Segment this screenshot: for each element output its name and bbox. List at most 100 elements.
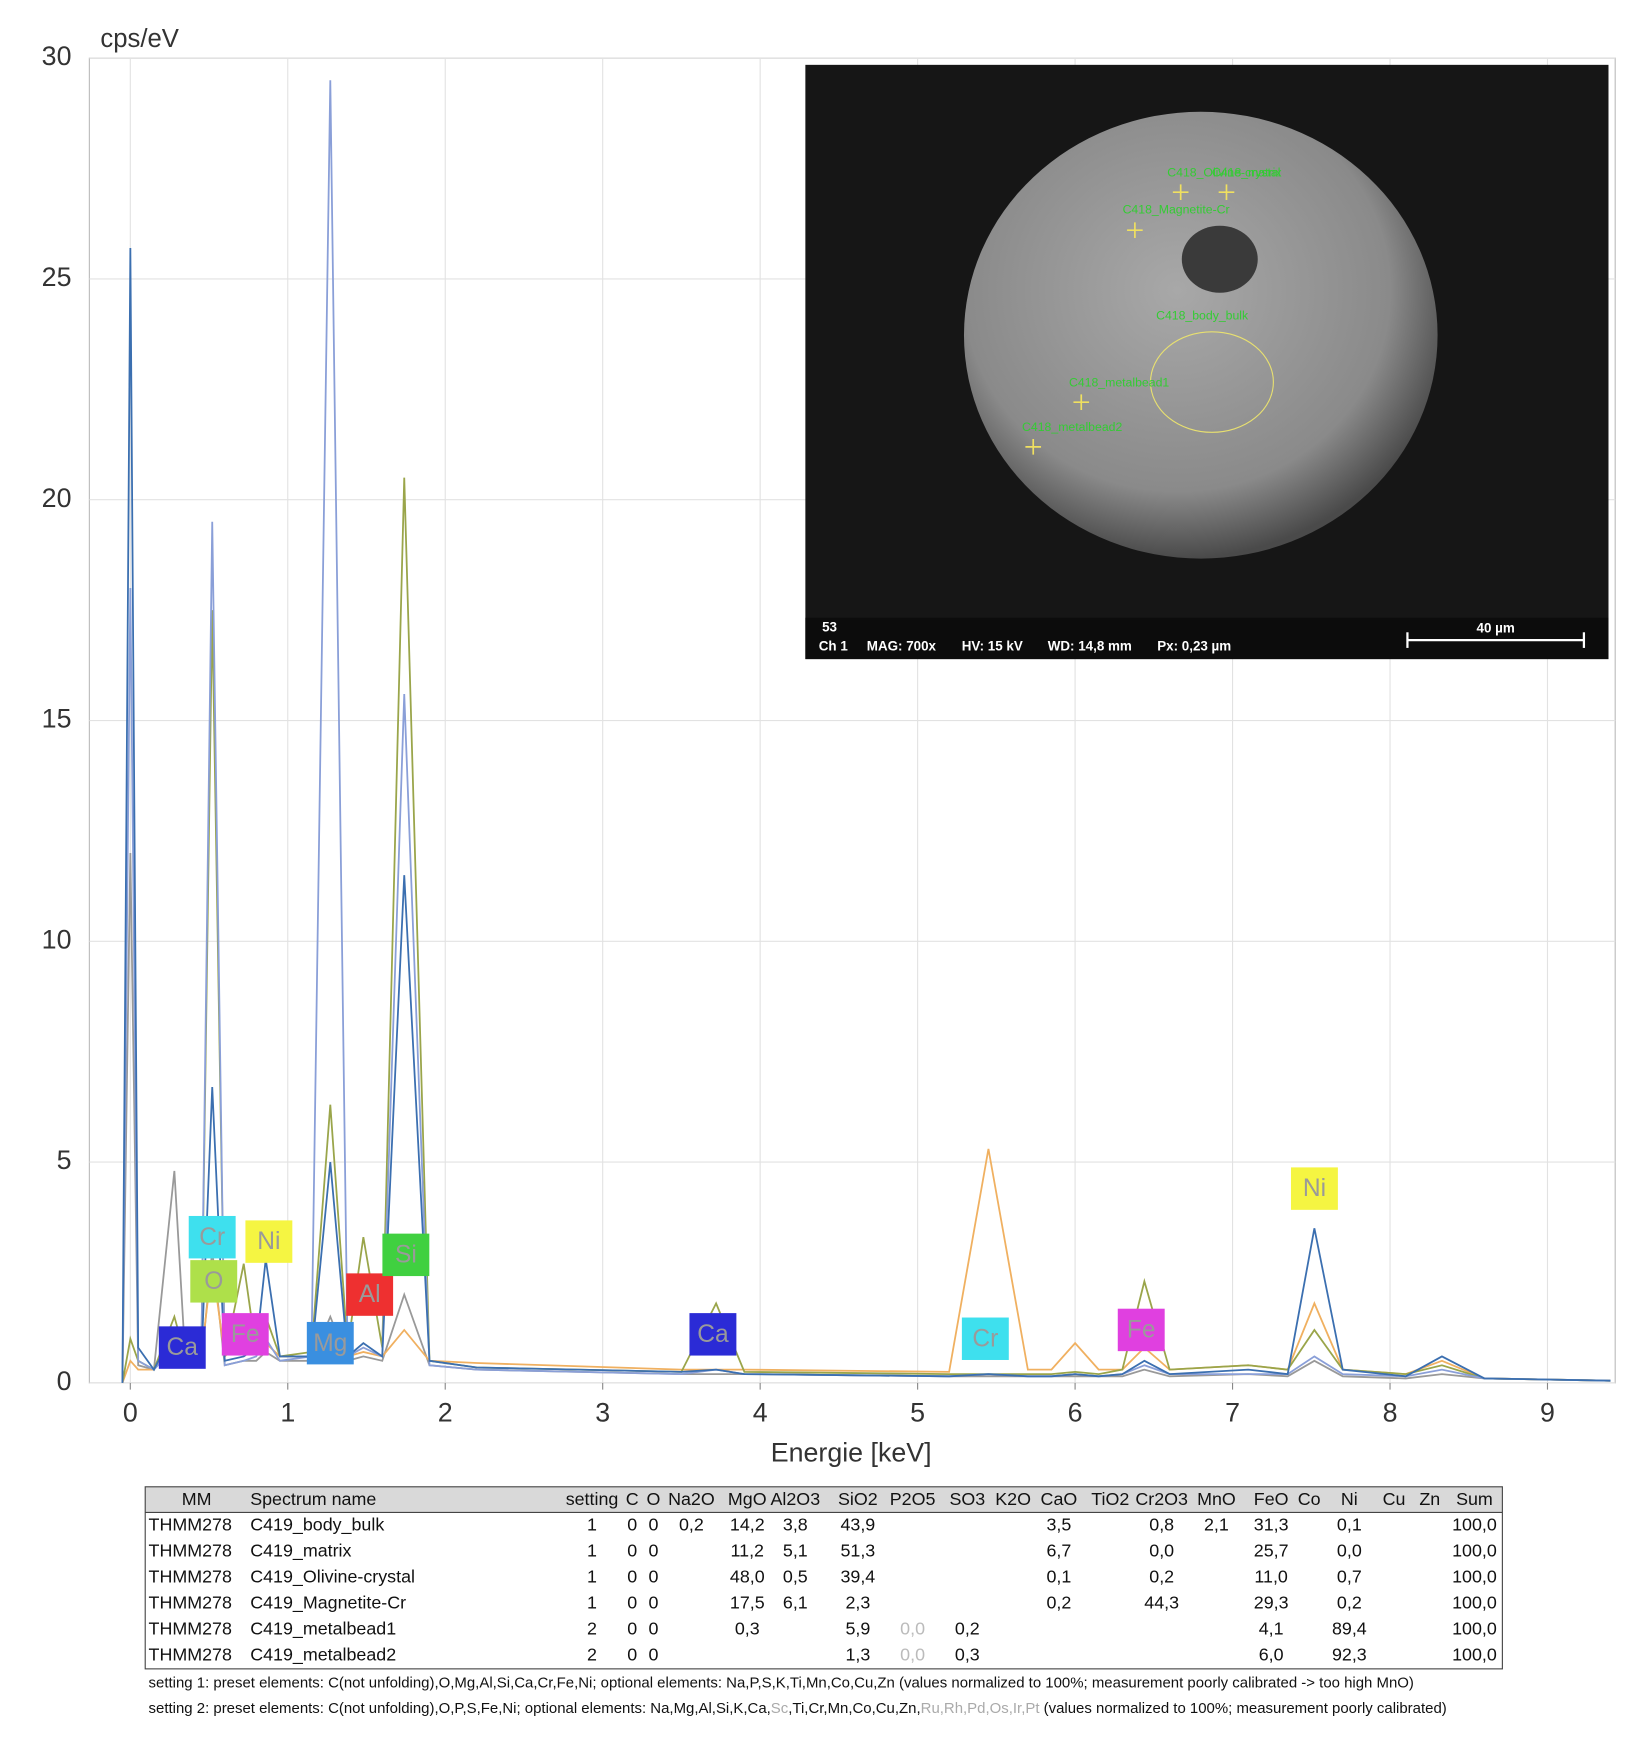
image-info: Ch 1 <box>819 638 849 653</box>
table-cell: 0 <box>648 1593 658 1613</box>
table-cell: 0 <box>648 1645 658 1665</box>
table-header-bg <box>145 1486 1503 1513</box>
table-cell: 0 <box>648 1515 658 1535</box>
table-cell: 2,1 <box>1204 1515 1229 1535</box>
table-cell: 0,7 <box>1337 1567 1362 1587</box>
table-header: Cu <box>1383 1489 1406 1509</box>
table-header: Cr2O3 <box>1135 1489 1188 1509</box>
table-header: SiO2 <box>838 1489 878 1509</box>
element-label-box <box>221 1313 269 1356</box>
x-tick-label: 8 <box>1383 1397 1398 1427</box>
spectrum-site-label: C418_Olivine-crystal <box>1167 165 1280 179</box>
table-header: MM <box>182 1489 212 1509</box>
table-cell: THMM278 <box>149 1619 232 1639</box>
table-cell: 48,0 <box>730 1567 765 1587</box>
image-info: Px: 0,23 µm <box>1157 638 1231 653</box>
table-cell: 0 <box>648 1619 658 1639</box>
table-cell: THMM278 <box>149 1541 232 1561</box>
table-cell: 1 <box>587 1515 597 1535</box>
table-cell: 92,3 <box>1332 1645 1367 1665</box>
element-label-box <box>188 1215 236 1259</box>
table-cell: 0,5 <box>783 1567 808 1587</box>
image-info: HV: 15 kV <box>962 638 1023 653</box>
table-cell: 2 <box>587 1619 597 1639</box>
table-header: Al2O3 <box>770 1489 820 1509</box>
table-cell: 0,3 <box>955 1645 980 1665</box>
table-cell: 2 <box>587 1645 597 1665</box>
table-cell: 1 <box>587 1567 597 1587</box>
table-cell: 0,2 <box>1149 1567 1174 1587</box>
footnote-part: Sc <box>771 1700 789 1717</box>
spectrum-line <box>121 80 1611 1383</box>
table-cell: 0 <box>648 1567 658 1587</box>
table-cell: 0,1 <box>1047 1567 1072 1587</box>
table-cell: 3,8 <box>783 1515 808 1535</box>
table-cell: 29,3 <box>1254 1593 1289 1613</box>
table-header: Co <box>1298 1489 1321 1509</box>
footnote: setting 1: preset elements: C(not unfold… <box>149 1674 1414 1691</box>
element-label-box <box>382 1233 430 1277</box>
element-label: Cr <box>972 1325 998 1352</box>
table-header: C <box>626 1489 639 1509</box>
footnote-part: ,Ti,Cr,Mn,Co,Cu,Zn, <box>788 1700 920 1717</box>
table-cell: 100,0 <box>1452 1645 1497 1665</box>
table-cell: 0,2 <box>1047 1593 1072 1613</box>
spectrum-site-label: C418_Magnetite-Cr <box>1123 202 1230 216</box>
image-info: 53 <box>822 619 837 634</box>
element-label: Al <box>359 1281 381 1308</box>
table-cell: 0 <box>627 1541 637 1561</box>
y-tick-label: 20 <box>42 483 72 513</box>
table-cell: 39,4 <box>840 1567 875 1587</box>
table-cell: 6,0 <box>1259 1645 1284 1665</box>
table-cell: 0 <box>627 1619 637 1639</box>
table-header: MgO <box>728 1489 767 1509</box>
element-label-box <box>245 1220 293 1263</box>
table-cell: 0 <box>627 1515 637 1535</box>
element-label-box <box>190 1260 238 1303</box>
y-tick-label: 25 <box>42 262 72 292</box>
element-label-box <box>1290 1167 1338 1210</box>
x-tick-label: 7 <box>1225 1397 1240 1427</box>
element-label: O <box>204 1268 223 1295</box>
table-cell: 0,2 <box>1337 1593 1362 1613</box>
table-cell: 0,0 <box>1149 1541 1174 1561</box>
table-header: setting <box>566 1489 619 1509</box>
y-tick-label: 10 <box>42 924 72 954</box>
x-tick-label: 1 <box>280 1397 295 1427</box>
table-cell: 0,0 <box>900 1619 925 1639</box>
table-cell: THMM278 <box>149 1515 232 1535</box>
x-tick-label: 4 <box>753 1397 768 1427</box>
table-header: Sum <box>1456 1489 1493 1509</box>
element-label-box <box>158 1326 206 1369</box>
spectrum-line <box>121 248 1611 1383</box>
y-tick-label: 30 <box>42 41 72 71</box>
element-label-box <box>306 1321 354 1365</box>
element-label: Mg <box>313 1330 347 1357</box>
x-tick-label: 2 <box>438 1397 453 1427</box>
table-cell: 3,5 <box>1047 1515 1072 1535</box>
table-cell: 4,1 <box>1259 1619 1284 1639</box>
table-header: Na2O <box>668 1489 715 1509</box>
table-cell: 14,2 <box>730 1515 765 1535</box>
table-cell: 43,9 <box>840 1515 875 1535</box>
table-header: Spectrum name <box>250 1489 376 1509</box>
table-cell: THMM278 <box>149 1593 232 1613</box>
footnote: setting 2: preset elements: C(not unfold… <box>149 1700 1447 1717</box>
footnote-part: setting 1: preset elements: C(not unfold… <box>149 1674 1414 1691</box>
spectrum-site-label: C418_body_bulk <box>1156 308 1249 322</box>
table-cell: 0,0 <box>900 1645 925 1665</box>
table-header: TiO2 <box>1091 1489 1129 1509</box>
table-header: Zn <box>1419 1489 1440 1509</box>
element-label-box <box>346 1273 394 1316</box>
table-cell: 100,0 <box>1452 1541 1497 1561</box>
table-header: CaO <box>1041 1489 1078 1509</box>
element-label: Ni <box>1303 1175 1326 1202</box>
element-label: Ni <box>257 1228 280 1255</box>
element-label-box <box>1117 1308 1165 1352</box>
x-axis-title: Energie [keV] <box>771 1437 932 1467</box>
table-cell: 0,8 <box>1149 1515 1174 1535</box>
table-border <box>144 1486 1503 1670</box>
table-cell: 0 <box>627 1593 637 1613</box>
